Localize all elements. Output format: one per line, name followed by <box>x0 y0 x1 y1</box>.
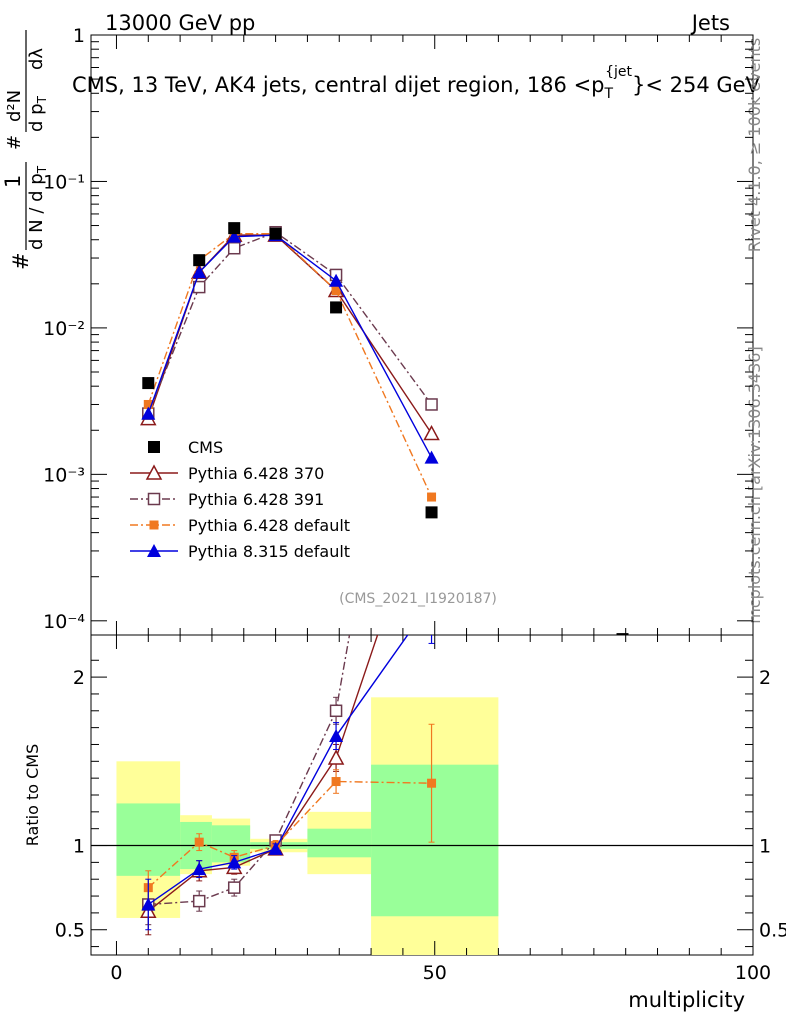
x-tick-label: 50 <box>423 962 447 984</box>
main-point-cms <box>193 254 206 267</box>
legend-label-cms: CMS <box>188 438 223 457</box>
main-point-cms <box>425 506 438 519</box>
main-point-cms <box>142 377 155 390</box>
main-series-layer <box>140 222 629 635</box>
ratio-series-layer <box>140 166 439 936</box>
main-series-line-p8def <box>147 234 433 459</box>
main-point-p391 <box>227 241 241 255</box>
ratio-point-p8def <box>141 897 156 911</box>
ratio-uncertainty-bands <box>91 697 753 955</box>
plot-title-sub: T <box>604 86 614 102</box>
y-label-denominator-main: d N / d p <box>26 173 47 250</box>
main-point-p370 <box>423 424 440 441</box>
ratio-point-p391 <box>426 166 437 177</box>
ratio-y-tick-label: 1 <box>73 836 85 858</box>
ratio-inner-band <box>307 828 372 858</box>
y-label-d2n: d²N <box>4 90 25 122</box>
main-y-tick-label: 10⁻³ <box>43 464 85 486</box>
main-point-p8def <box>192 265 207 279</box>
ratio-series-line-p370 <box>147 635 379 912</box>
legend-label-p370: Pythia 6.428 370 <box>188 464 324 483</box>
header-jets-label: Jets <box>690 11 730 35</box>
y-label-denominator-sub: T <box>35 165 49 174</box>
y-label-dpt-main: d p <box>26 103 47 132</box>
main-series-line-p391 <box>147 231 433 414</box>
main-y-tick-label: 10⁻⁴ <box>43 611 85 633</box>
y-label-one: 1 <box>1 175 25 188</box>
mcplots-label: mcplots.cern.ch [arXiv:1306.3436] <box>745 346 764 623</box>
ratio-inner-band <box>371 764 499 917</box>
ratio-point-p391 <box>329 704 343 718</box>
plot-title-sup: {jet <box>605 64 632 80</box>
main-y-tick-label: 10⁻² <box>43 318 85 340</box>
main-point-p391 <box>425 398 438 411</box>
main-point-cms <box>269 227 282 240</box>
plot-title: CMS, 13 TeV, AK4 jets, central dijet reg… <box>72 64 761 102</box>
main-point-p6def <box>143 399 153 409</box>
legend-marker-p8def <box>147 544 161 557</box>
main-point-p8def <box>141 406 156 420</box>
legend-marker-p6def <box>149 520 159 530</box>
ratio-y-tick-label-right: 2 <box>759 667 771 689</box>
ratio-series-line-p391 <box>148 635 351 906</box>
ratio-point-p6def <box>194 837 204 847</box>
main-point-cms <box>616 633 629 635</box>
ratio-point-p391 <box>192 894 206 908</box>
ratio-y-tick-label: 0.5 <box>55 920 85 942</box>
ratio-y-tick-label: 2 <box>73 667 85 689</box>
ratio-point-p370 <box>327 749 345 765</box>
ratio-point-p370 <box>425 468 439 481</box>
rivet-label: Rivet 4.1.0, ≥ 100k events <box>745 38 764 252</box>
ratio-y-axis-label: Ratio to CMS <box>23 744 42 846</box>
ratio-point-p391 <box>227 881 241 894</box>
ratio-y-tick-label-right: 0.5 <box>759 920 786 942</box>
main-point-cms <box>330 301 343 314</box>
y-label-hash-2: # <box>4 135 25 150</box>
ratio-series-line-p8def <box>147 635 409 906</box>
main-point-p6def <box>427 492 437 502</box>
x-axis-label: multiplicity <box>628 988 745 1012</box>
main-point-p8def <box>329 273 344 287</box>
ratio-axis-ticks: 0.5 0.5 1 1 2 2 0 50 100 <box>55 635 786 984</box>
main-y-tick-label: 10⁻¹ <box>43 171 85 193</box>
legend-marker-cms <box>148 441 160 453</box>
x-tick-label: 100 <box>735 962 771 984</box>
ratio-y-tick-label-right: 1 <box>759 836 771 858</box>
plot-title-end: }< 254 GeV <box>632 73 761 97</box>
main-point-cms <box>228 222 241 235</box>
analysis-watermark: (CMS_2021_I1920187) <box>339 591 497 607</box>
legend-label-p8def: Pythia 8.315 default <box>188 542 350 561</box>
main-point-p6def <box>331 286 341 296</box>
main-y-axis-label: # 1 d N / d pT # d²N d pT dλ <box>1 30 49 270</box>
legend-label-p6def: Pythia 6.428 default <box>188 516 350 535</box>
legend-marker-p391 <box>147 492 161 506</box>
ratio-point-p8def <box>329 729 344 743</box>
legend-marker-p370 <box>145 464 163 480</box>
plot-title-main: CMS, 13 TeV, AK4 jets, central dijet reg… <box>72 73 605 97</box>
ratio-point-p6def <box>331 777 341 787</box>
main-point-p8def <box>227 229 242 243</box>
x-tick-label: 0 <box>110 962 122 984</box>
main-point-p8def <box>424 450 439 464</box>
y-label-dpt-sub: T <box>35 95 49 104</box>
y-label-dlambda: dλ <box>26 48 47 70</box>
legend-label-p391: Pythia 6.428 391 <box>188 490 324 509</box>
ratio-point-p8def <box>192 862 207 876</box>
main-series-line-p6def <box>147 232 433 498</box>
main-y-tick-label: 1 <box>73 25 85 47</box>
y-label-dpt: d pT <box>26 95 49 132</box>
ratio-point-p6def <box>427 778 437 788</box>
y-label-hash-1: # <box>9 252 33 270</box>
ratio-inner-band <box>116 803 181 876</box>
main-series-line-p370 <box>147 234 433 434</box>
ratio-point-p8def <box>268 841 283 855</box>
y-label-denominator: d N / d pT <box>26 165 49 250</box>
legend: CMS Pythia 6.428 370 Pythia 6.428 391 Pythi… <box>130 438 350 561</box>
main-axis-ticks: 1 10⁻¹ 10⁻² 10⁻³ 10⁻⁴ <box>43 25 754 635</box>
ratio-point-p8def <box>227 855 242 869</box>
header-energy-label: 13000 GeV pp <box>105 11 255 35</box>
